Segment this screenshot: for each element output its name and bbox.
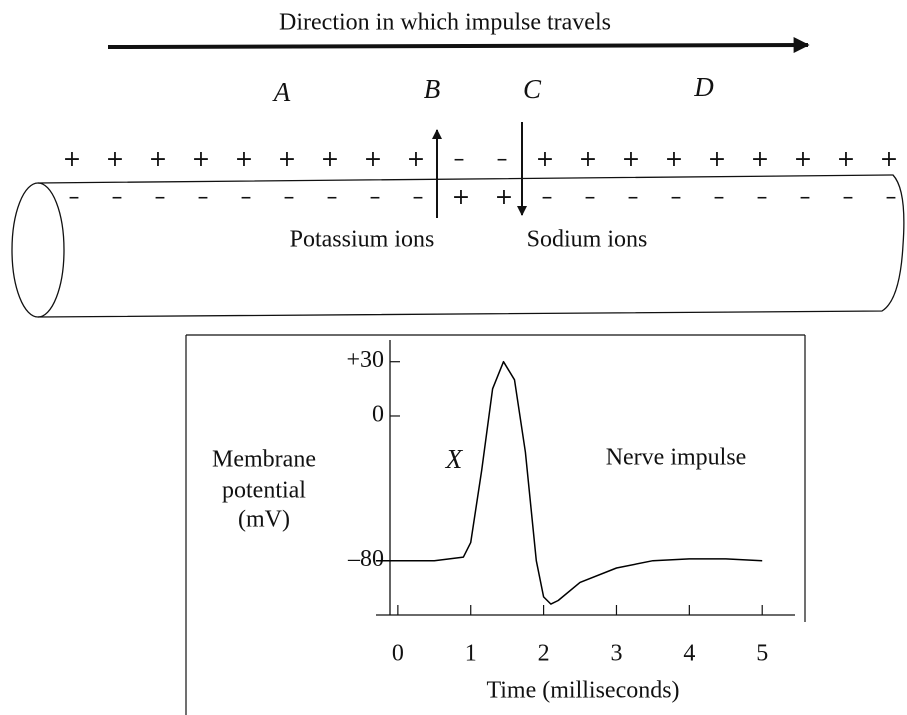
outside-charge: +: [880, 147, 898, 172]
direction-arrow: [107, 37, 810, 54]
chart: Membrane potential (mV) Time (millisecon…: [212, 340, 795, 704]
inside-charge: –: [327, 185, 338, 210]
outside-charge: +: [794, 147, 812, 172]
inside-charge: +: [452, 185, 470, 210]
inside-charge: –: [800, 185, 811, 210]
outside-charge: +: [63, 147, 81, 172]
inside-charge: –: [628, 185, 639, 210]
inside-charge: –: [241, 185, 252, 210]
region-label: D: [693, 72, 714, 102]
inside-charge: –: [671, 185, 682, 210]
y-axis-label: Membrane: [212, 447, 316, 473]
outside-charge: +: [622, 147, 640, 172]
outside-charge: +: [106, 147, 124, 172]
outside-charge: –: [497, 147, 508, 172]
inside-charge: –: [198, 185, 209, 210]
outside-charge: +: [407, 147, 425, 172]
region-label: A: [272, 77, 291, 107]
ion-label: Potassium ions: [290, 227, 435, 253]
inside-charge: –: [370, 185, 381, 210]
inside-charge: –: [757, 185, 768, 210]
y-tick-label: –80: [347, 546, 384, 572]
x-axis-label: Time (milliseconds): [486, 678, 679, 704]
inside-charge: –: [284, 185, 295, 210]
outside-charge: +: [837, 147, 855, 172]
inside-charge: –: [155, 185, 166, 210]
outside-charge: +: [579, 147, 597, 172]
outside-charge: +: [278, 147, 296, 172]
region-label: C: [523, 74, 542, 104]
inside-charge: –: [714, 185, 725, 210]
x-tick-label: 4: [683, 641, 695, 667]
y-tick-label: +30: [346, 347, 384, 373]
inside-charge: –: [886, 185, 897, 210]
y-tick-label: 0: [372, 401, 384, 427]
inside-charge: –: [542, 185, 553, 210]
x-tick-label: 3: [610, 641, 622, 667]
x-tick-label: 1: [465, 641, 477, 667]
potential-curve: [376, 360, 763, 605]
outside-charge: +: [364, 147, 382, 172]
outside-charge: +: [321, 147, 339, 172]
inside-charge: +: [495, 185, 513, 210]
direction-label: Direction in which impulse travels: [279, 10, 611, 36]
x-tick-label: 0: [392, 641, 404, 667]
y-axis-label: (mV): [238, 507, 290, 533]
outside-charge: +: [708, 147, 726, 172]
inside-charge: –: [585, 185, 596, 210]
annotation: X: [445, 444, 464, 474]
outside-charge: +: [536, 147, 554, 172]
inside-charge: –: [69, 185, 80, 210]
charges: + + + + + + + + + – – + + + + + + + + + – – – – – – – – – + + – – – – – – – – –: [63, 147, 898, 210]
inside-charge: –: [413, 185, 424, 210]
outside-charge: –: [454, 147, 465, 172]
region-label: B: [424, 74, 441, 104]
outside-charge: +: [751, 147, 769, 172]
inside-charge: –: [843, 185, 854, 210]
axon: [11, 174, 905, 318]
annotation: Nerve impulse: [606, 445, 747, 471]
x-tick-label: 2: [538, 641, 550, 667]
outside-charge: +: [235, 147, 253, 172]
outside-charge: +: [192, 147, 210, 172]
inside-charge: –: [112, 185, 123, 210]
ion-label: Sodium ions: [527, 227, 648, 253]
graph-frame: [185, 334, 806, 715]
y-axis-label: potential: [222, 478, 306, 504]
outside-charge: +: [665, 147, 683, 172]
outside-charge: +: [149, 147, 167, 172]
x-tick-label: 5: [756, 641, 768, 667]
